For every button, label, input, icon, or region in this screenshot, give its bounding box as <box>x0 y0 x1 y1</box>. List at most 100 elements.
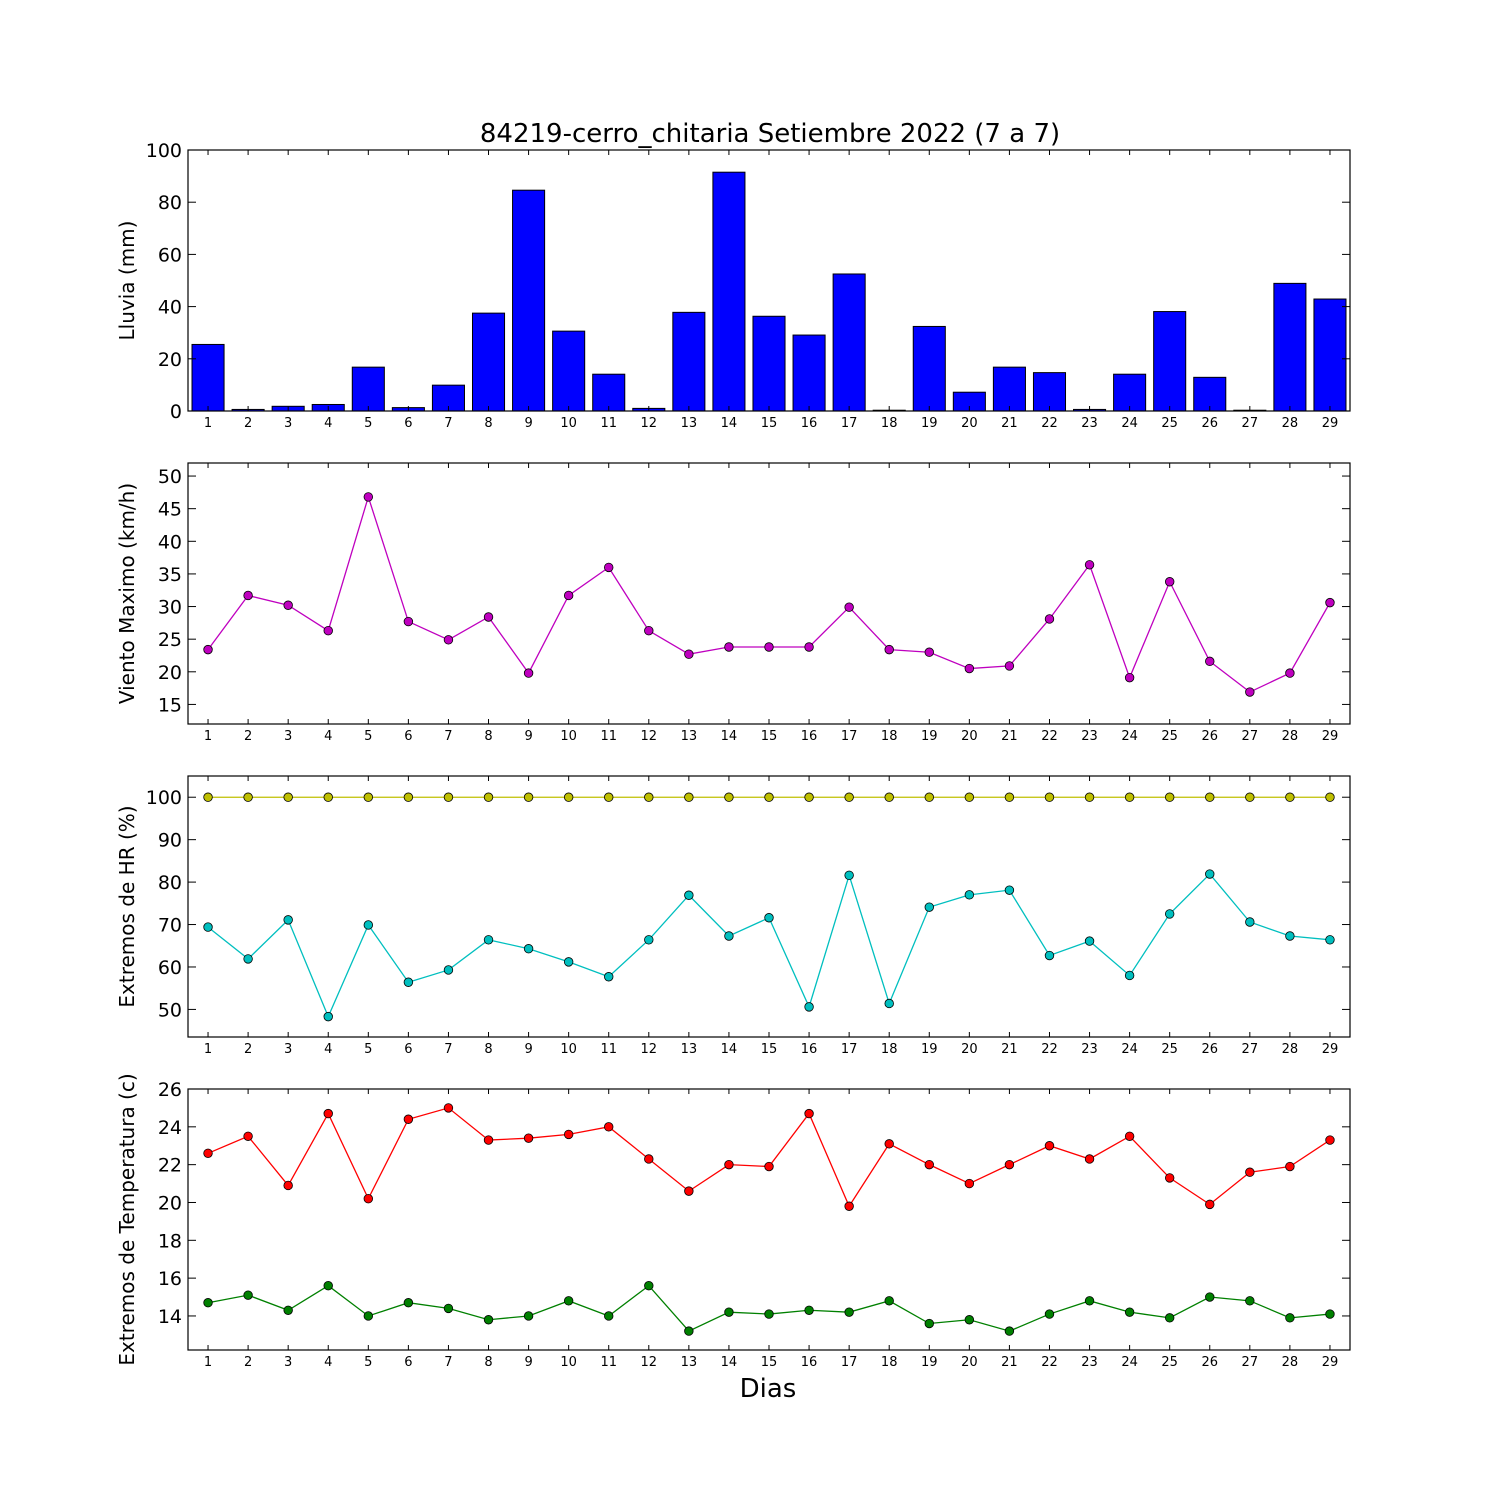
series-2 <box>203 1280 1335 1336</box>
panel-2: 1 2 3 4 5 6 7 8 9 10 11 12 13 14 15 16 17 18 19 20 21 22 23 24 2… <box>115 462 1351 744</box>
chart-title: 84219-cerro_chitaria Setiembre 2022 (7 a… <box>480 119 1060 149</box>
x-tick-label: 15 <box>761 1042 778 1057</box>
y-axis-label: Extremos de HR (%) <box>115 805 139 1007</box>
x-tick-label: 29 <box>1322 1042 1339 1057</box>
x-tick-label: 19 <box>921 416 938 431</box>
x-tick-label: 8 <box>484 1042 492 1057</box>
bar <box>1153 311 1187 412</box>
data-point <box>403 1114 414 1124</box>
x-tick-label: 24 <box>1121 1355 1138 1370</box>
x-tick-label: 4 <box>324 729 332 744</box>
data-point <box>363 1311 374 1321</box>
data-point <box>1084 792 1095 802</box>
bar <box>552 330 586 412</box>
x-tick-label: 23 <box>1081 1355 1098 1370</box>
x-tick-label: 10 <box>560 729 577 744</box>
data-point <box>724 792 734 802</box>
x-tick-label: 20 <box>961 729 978 744</box>
series-1 <box>203 1103 1335 1211</box>
x-tick-label: 9 <box>524 1355 532 1370</box>
data-point <box>443 635 454 645</box>
x-tick-label: 15 <box>761 416 778 431</box>
data-point <box>1325 1135 1335 1145</box>
x-tick-label: 25 <box>1161 1042 1178 1057</box>
bar <box>1032 372 1067 412</box>
x-tick-label: 22 <box>1041 729 1058 744</box>
data-point <box>1245 917 1255 927</box>
series-1 <box>191 171 1347 412</box>
data-point <box>243 1290 253 1300</box>
x-tick-label: 10 <box>560 416 577 431</box>
y-tick-label: 80 <box>158 872 182 894</box>
y-tick-label: 45 <box>158 499 182 521</box>
data-point <box>363 792 374 802</box>
y-tick-label: 26 <box>158 1079 182 1101</box>
data-point <box>243 1131 253 1141</box>
data-point <box>804 642 814 652</box>
data-point <box>1245 1167 1255 1177</box>
data-point <box>684 649 694 659</box>
data-point <box>1044 614 1055 624</box>
x-tick-label: 12 <box>641 1355 658 1370</box>
data-point <box>764 913 774 923</box>
bar <box>191 343 225 412</box>
data-point <box>483 1135 494 1145</box>
data-point <box>884 644 894 655</box>
y-tick-label: 80 <box>158 192 182 214</box>
x-tick-label: 13 <box>681 729 698 744</box>
data-point <box>563 957 574 967</box>
x-tick-label: 8 <box>484 1355 492 1370</box>
data-point <box>203 644 213 655</box>
bar <box>1113 373 1147 412</box>
data-point <box>804 1002 814 1012</box>
x-tick-label: 8 <box>484 416 492 431</box>
x-tick-label: 19 <box>921 729 938 744</box>
data-point <box>604 972 614 982</box>
x-tick-label: 22 <box>1041 1355 1058 1370</box>
data-point <box>724 1159 734 1170</box>
data-point <box>884 998 894 1009</box>
x-tick-label: 23 <box>1081 416 1098 431</box>
y-axis-label: Lluvia (mm) <box>115 221 139 341</box>
data-point <box>1205 792 1215 802</box>
data-point <box>964 1315 975 1325</box>
data-point <box>804 792 814 802</box>
x-tick-label: 3 <box>284 416 292 431</box>
x-tick-label: 11 <box>600 416 617 431</box>
x-tick-label: 6 <box>404 1355 412 1370</box>
x-tick-label: 21 <box>1001 729 1018 744</box>
data-point <box>1285 931 1295 941</box>
x-tick-label: 10 <box>560 1042 577 1057</box>
x-tick-label: 17 <box>841 416 858 431</box>
x-tick-label: 2 <box>244 416 252 431</box>
x-tick-label: 4 <box>324 1042 332 1057</box>
x-tick-label: 28 <box>1282 729 1299 744</box>
y-tick-label: 70 <box>158 915 182 937</box>
x-tick-label: 21 <box>1001 1355 1018 1370</box>
x-tick-label: 12 <box>641 1042 658 1057</box>
data-point <box>1084 560 1095 570</box>
x-tick-label: 18 <box>881 416 898 431</box>
x-tick-label: 29 <box>1322 1355 1339 1370</box>
data-point <box>483 935 494 945</box>
x-tick-label: 11 <box>600 729 617 744</box>
y-tick-label: 16 <box>158 1268 182 1290</box>
y-tick-label: 22 <box>158 1155 182 1177</box>
x-tick-label: 18 <box>881 1355 898 1370</box>
data-point <box>1124 792 1135 802</box>
panels: 1 2 3 4 5 6 7 8 9 10 11 12 13 14 15 16 17 18 19 20 21 22 23 24 2… <box>115 140 1351 1370</box>
x-tick-label: 26 <box>1201 729 1218 744</box>
data-point <box>764 1161 774 1172</box>
data-point <box>764 642 774 652</box>
x-tick-label: 1 <box>204 729 212 744</box>
data-point <box>1245 792 1255 802</box>
x-tick-label: 14 <box>721 1042 738 1057</box>
data-point <box>1205 1199 1215 1210</box>
data-point <box>1285 792 1295 802</box>
x-tick-label: 27 <box>1242 416 1259 431</box>
data-point <box>283 600 293 610</box>
x-tick-label: 27 <box>1242 1042 1259 1057</box>
data-point <box>724 1307 734 1317</box>
data-point <box>483 612 494 622</box>
